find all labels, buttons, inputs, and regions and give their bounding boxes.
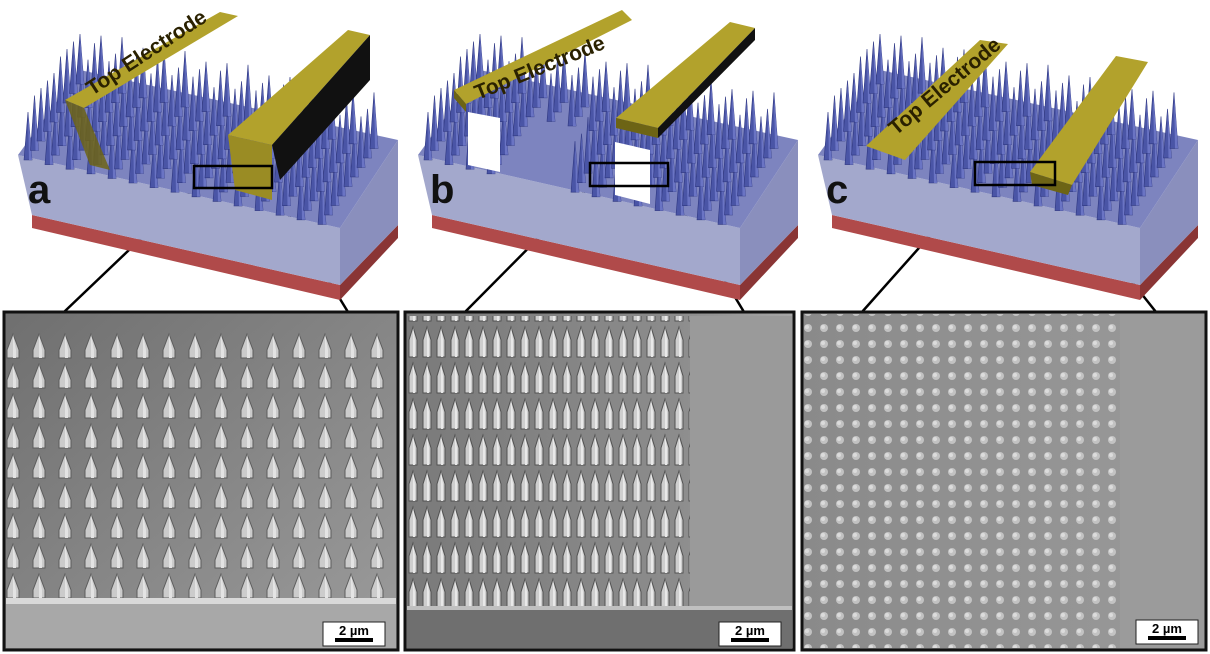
panel-label-c: c — [826, 168, 848, 212]
scale-bar-label-b: 2 µm — [735, 623, 765, 638]
sem-panel-b — [403, 310, 796, 652]
electrode-c — [866, 40, 1148, 195]
scale-bar-a: 2 µm — [322, 621, 386, 647]
sem-panel-c — [800, 310, 1208, 652]
panel-label-a: a — [28, 168, 51, 212]
scale-bar-c: 2 µm — [1135, 619, 1199, 645]
scale-bar-label-c: 2 µm — [1152, 621, 1182, 636]
electrode-b — [454, 10, 755, 138]
zoom-box-c — [973, 160, 1057, 187]
sem-panel-a — [2, 310, 400, 652]
scale-bars: 2 µm 2 µm 2 µm — [322, 619, 1199, 647]
scale-bar-b: 2 µm — [718, 621, 782, 647]
panel-label-b: b — [430, 168, 454, 212]
scale-bar-label-a: 2 µm — [339, 623, 369, 638]
zoom-box-b — [588, 161, 670, 188]
sem-panels — [2, 310, 1208, 652]
electrode-a — [65, 12, 370, 200]
zoom-box-a — [192, 164, 274, 190]
